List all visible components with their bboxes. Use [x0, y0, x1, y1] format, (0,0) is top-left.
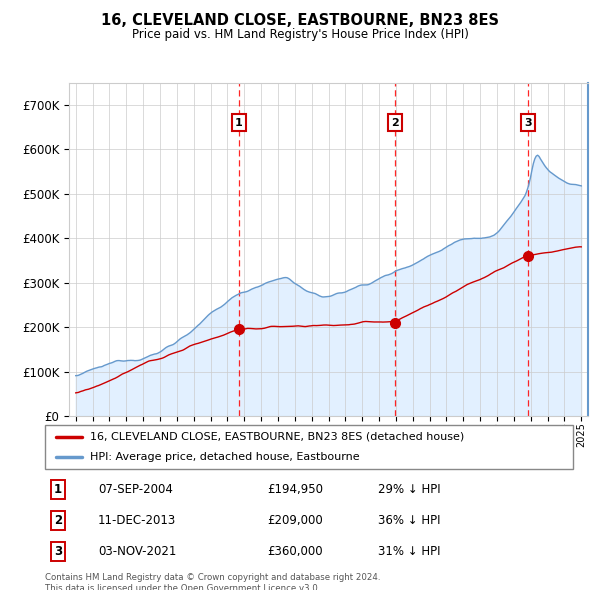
Text: 11-DEC-2013: 11-DEC-2013	[98, 514, 176, 527]
Text: HPI: Average price, detached house, Eastbourne: HPI: Average price, detached house, East…	[90, 452, 359, 462]
Text: 03-NOV-2021: 03-NOV-2021	[98, 545, 176, 558]
Text: 2: 2	[54, 514, 62, 527]
Text: 2: 2	[391, 117, 399, 127]
Text: 1: 1	[54, 483, 62, 496]
Text: Price paid vs. HM Land Registry's House Price Index (HPI): Price paid vs. HM Land Registry's House …	[131, 28, 469, 41]
Text: £209,000: £209,000	[267, 514, 323, 527]
Text: 16, CLEVELAND CLOSE, EASTBOURNE, BN23 8ES: 16, CLEVELAND CLOSE, EASTBOURNE, BN23 8E…	[101, 13, 499, 28]
Text: 16, CLEVELAND CLOSE, EASTBOURNE, BN23 8ES (detached house): 16, CLEVELAND CLOSE, EASTBOURNE, BN23 8E…	[90, 432, 464, 442]
Text: Contains HM Land Registry data © Crown copyright and database right 2024.
This d: Contains HM Land Registry data © Crown c…	[45, 573, 380, 590]
Text: 31% ↓ HPI: 31% ↓ HPI	[377, 545, 440, 558]
Text: £360,000: £360,000	[267, 545, 322, 558]
FancyBboxPatch shape	[45, 425, 573, 469]
Text: 07-SEP-2004: 07-SEP-2004	[98, 483, 173, 496]
Text: £194,950: £194,950	[267, 483, 323, 496]
Text: 3: 3	[524, 117, 532, 127]
Text: 3: 3	[54, 545, 62, 558]
Text: 29% ↓ HPI: 29% ↓ HPI	[377, 483, 440, 496]
Text: 36% ↓ HPI: 36% ↓ HPI	[377, 514, 440, 527]
Text: 1: 1	[235, 117, 243, 127]
